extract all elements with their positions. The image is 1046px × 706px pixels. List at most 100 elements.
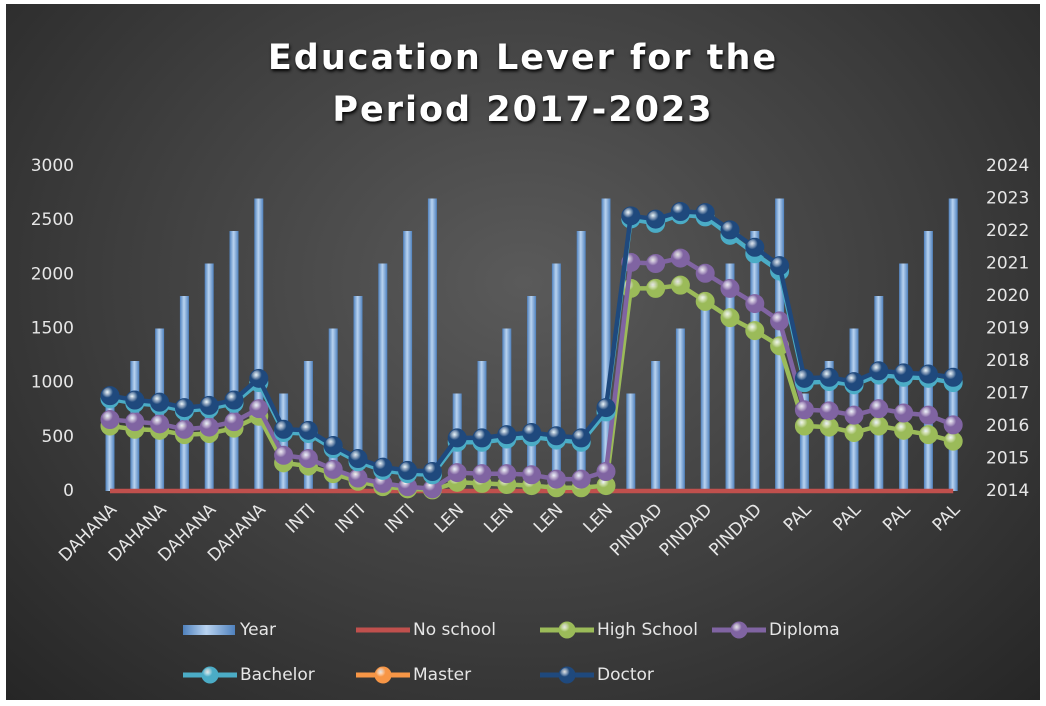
marker [943, 431, 963, 451]
legend-marker [558, 621, 576, 639]
marker [174, 419, 194, 439]
marker [249, 368, 269, 388]
bar [601, 198, 611, 491]
marker [447, 463, 467, 483]
bar [477, 361, 487, 491]
x-tick-label: PINDAD [705, 500, 765, 560]
bar [626, 393, 636, 491]
marker [472, 428, 492, 448]
y-tick-label: 3000 [31, 156, 74, 176]
marker [571, 428, 591, 448]
marker [497, 425, 517, 445]
marker [819, 417, 839, 437]
legend-marker [201, 666, 219, 684]
marker [348, 449, 368, 468]
marker [695, 263, 715, 283]
bar [378, 263, 388, 491]
x-tick-label: INTI [282, 500, 320, 538]
bar [179, 296, 189, 491]
marker [770, 256, 790, 276]
bar [279, 393, 289, 491]
marker [844, 423, 864, 442]
bar [551, 263, 561, 491]
marker [918, 364, 938, 384]
legend-label: Bachelor [240, 665, 315, 685]
x-tick-label: INTI [381, 500, 419, 538]
legend-label: Diploma [769, 620, 840, 640]
marker [298, 449, 318, 468]
marker [274, 419, 294, 439]
x-tick-label: PINDAD [656, 500, 716, 560]
legend-marker [558, 666, 576, 684]
marker [571, 469, 591, 489]
marker [323, 459, 343, 479]
bar [725, 263, 735, 491]
chart-area [6, 4, 1040, 700]
marker [522, 423, 542, 442]
marker [348, 468, 368, 488]
marker [249, 399, 269, 419]
y-tick-label: 2000 [31, 264, 74, 284]
marker [943, 367, 963, 387]
marker [100, 410, 120, 429]
y2-tick-label: 2023 [986, 189, 1029, 209]
y2-tick-label: 2024 [986, 156, 1029, 176]
y-tick-label: 0 [63, 481, 74, 501]
marker [224, 412, 244, 432]
x-tick-label: LEN [580, 500, 617, 537]
x-tick-label: PAL [780, 500, 816, 536]
x-tick-label: PAL [830, 500, 866, 536]
marker [298, 420, 318, 440]
marker [546, 469, 566, 489]
marker [670, 248, 690, 268]
bar [204, 263, 214, 491]
marker [447, 428, 467, 448]
marker [646, 278, 666, 298]
marker [918, 405, 938, 425]
marker [770, 311, 790, 331]
bar [229, 231, 239, 491]
x-tick-label: LEN [431, 500, 468, 537]
legend-marker [374, 666, 392, 684]
marker [894, 420, 914, 440]
marker [621, 206, 641, 226]
marker [646, 209, 666, 229]
bar [700, 296, 710, 491]
marker [398, 460, 418, 480]
marker [720, 278, 740, 298]
marker [869, 361, 889, 381]
marker [745, 321, 765, 341]
marker [199, 395, 219, 415]
marker [174, 398, 194, 418]
marker [745, 294, 765, 314]
legend-swatch [183, 625, 235, 635]
bar [923, 231, 933, 491]
marker [918, 425, 938, 445]
bar [353, 296, 363, 491]
y-tick-label: 500 [42, 427, 74, 447]
y2-tick-label: 2022 [986, 221, 1029, 241]
marker [224, 390, 244, 410]
bar [675, 328, 685, 491]
bar [651, 361, 661, 491]
legend-label: No school [413, 620, 496, 640]
marker [943, 415, 963, 435]
marker [869, 416, 889, 436]
marker [670, 202, 690, 221]
marker [646, 254, 666, 273]
title-box: Education Lever for the Period 2017-2023 [0, 32, 1046, 136]
legend-label: Doctor [597, 665, 654, 685]
marker [720, 308, 740, 328]
x-tick-label: PAL [879, 500, 915, 536]
legend-label: Year [239, 620, 276, 640]
y2-tick-label: 2020 [986, 286, 1029, 306]
chart-title: Education Lever for the Period 2017-2023 [267, 38, 779, 130]
bar [874, 296, 884, 491]
marker [373, 457, 393, 477]
bar [948, 198, 958, 491]
marker [100, 386, 120, 406]
x-tick-label: LEN [480, 500, 517, 537]
marker [323, 436, 343, 455]
